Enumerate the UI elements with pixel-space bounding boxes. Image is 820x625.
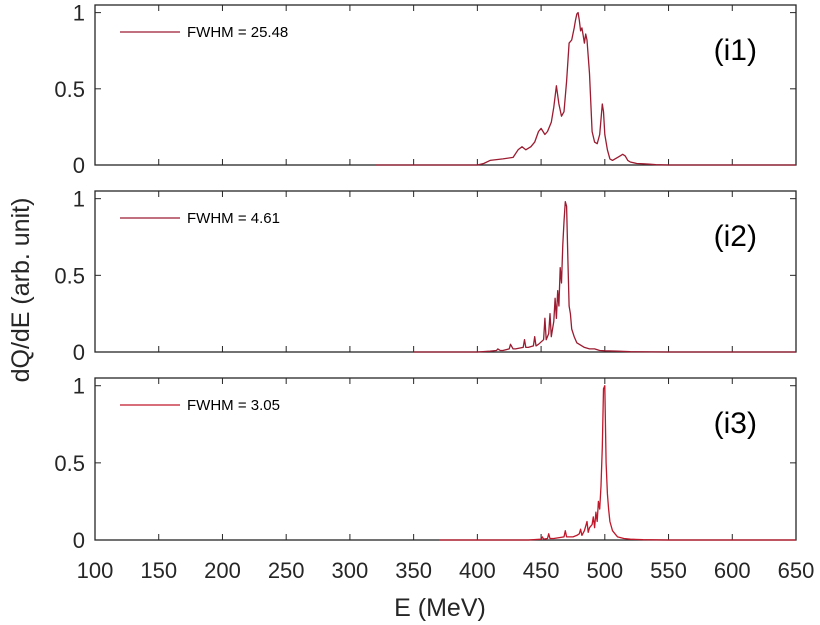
panels: 0 0.5 1 FWHM = 25.48 (i1) 0 0.5 1 FWHM = 4.61 (i2… — [54, 1, 797, 553]
x-tick-label: 200 — [204, 558, 241, 583]
x-axis-title: E (MeV) — [394, 594, 486, 622]
y-tick-label: 1 — [73, 374, 85, 399]
panel-label: (i2) — [714, 220, 757, 253]
x-tick-label: 550 — [650, 558, 687, 583]
x-tick-label: 350 — [395, 558, 432, 583]
y-tick-label: 1 — [73, 1, 85, 26]
series-line — [413, 201, 796, 353]
y-tick-label: 0.5 — [54, 77, 85, 102]
y-tick-label: 0.5 — [54, 451, 85, 476]
y-tick-label: 0 — [73, 340, 85, 365]
x-tick-label: 600 — [714, 558, 751, 583]
panel-3: 0 0.5 1 FWHM = 3.05 (i3) — [54, 374, 797, 553]
x-tick-labels: 100 150 200 250 300 350 400 450 500 550 600 650 — [77, 558, 815, 583]
panel-2: 0 0.5 1 FWHM = 4.61 (i2) — [54, 187, 797, 365]
legend-label: FWHM = 4.61 — [187, 210, 280, 227]
plot-frame — [94, 190, 797, 353]
series-line — [439, 385, 796, 541]
y-axis-title: dQ/dE (arb. unit) — [7, 198, 35, 383]
y-tick-label: 0.5 — [54, 263, 85, 288]
panel-label: (i3) — [714, 407, 757, 440]
plot-frame — [94, 4, 797, 166]
legend-label: FWHM = 3.05 — [187, 397, 280, 414]
legend-label: FWHM = 25.48 — [187, 24, 288, 41]
y-tick-label: 1 — [73, 187, 85, 212]
x-tick-label: 400 — [459, 558, 496, 583]
y-tick-label: 0 — [73, 528, 85, 553]
x-tick-label: 650 — [778, 558, 815, 583]
x-tick-label: 250 — [268, 558, 305, 583]
panel-label: (i1) — [714, 34, 757, 67]
x-tick-label: 500 — [586, 558, 623, 583]
panel-1: 0 0.5 1 FWHM = 25.48 (i1) — [54, 1, 797, 178]
plot-frame — [94, 377, 797, 541]
y-tick-label: 0 — [73, 153, 85, 178]
series-line — [375, 11, 796, 166]
x-tick-label: 100 — [77, 558, 114, 583]
x-tick-label: 450 — [523, 558, 560, 583]
x-tick-label: 300 — [332, 558, 369, 583]
x-tick-label: 150 — [140, 558, 177, 583]
